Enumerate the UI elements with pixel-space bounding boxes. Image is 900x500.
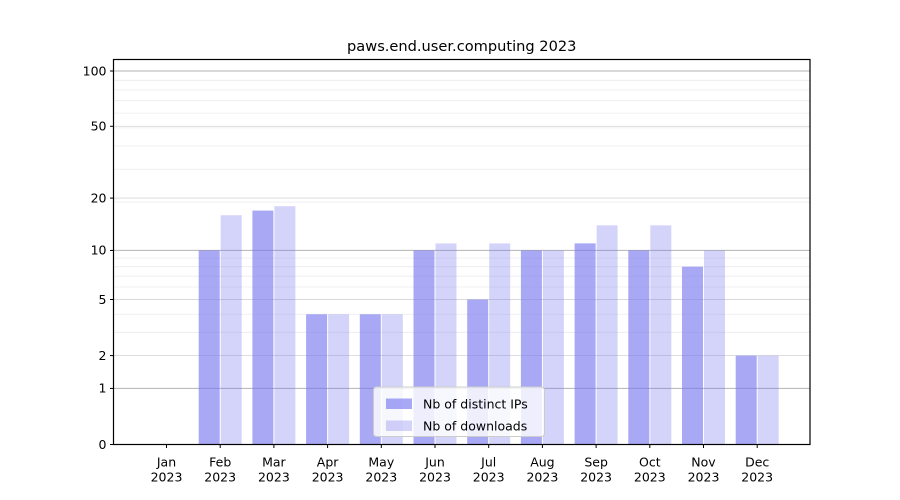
y-tick-label-10: 10 [91, 243, 107, 258]
y-tick-label-1: 1 [99, 381, 107, 396]
x-tick-year-aug: 2023 [526, 470, 558, 485]
plot-frame [112, 58, 811, 446]
x-tick-year-feb: 2023 [204, 470, 236, 485]
x-tick-year-jul: 2023 [473, 470, 505, 485]
x-tick-year-jan: 2023 [151, 470, 183, 485]
legend-swatch-downloads [386, 420, 412, 431]
y-tick-label-2: 2 [99, 348, 107, 363]
x-tick-year-dec: 2023 [741, 470, 773, 485]
y-tick-label-20: 20 [91, 190, 107, 205]
bar-mar-series1 [274, 206, 296, 445]
legend-label-distinct-ips: Nb of distinct IPs [423, 397, 528, 412]
bar-sep-series1 [596, 225, 618, 445]
bar-aug-series1 [542, 250, 564, 445]
legend: Nb of distinct IPs Nb of downloads [373, 386, 545, 437]
x-tick-label-jan: Jan [156, 455, 176, 470]
legend-swatch-distinct-ips [386, 398, 412, 409]
x-tick-year-jun: 2023 [419, 470, 451, 485]
x-tick-label-dec: Dec [745, 455, 769, 470]
legend-box [373, 386, 545, 437]
gridlines-layer [113, 70, 810, 389]
y-tick-label-100: 100 [83, 63, 107, 78]
y-tick-label-5: 5 [99, 292, 107, 307]
bar-apr-series1 [328, 314, 350, 445]
x-tick-label-jun: Jun [424, 455, 445, 470]
axes-layer: 0125102050100Jan2023Feb2023Mar2023Apr202… [83, 63, 773, 484]
bar-dec-series0 [735, 355, 757, 445]
x-tick-year-nov: 2023 [688, 470, 720, 485]
legend-label-downloads: Nb of downloads [423, 419, 527, 434]
x-tick-label-feb: Feb [209, 455, 231, 470]
bar-feb-series0 [198, 250, 220, 445]
y-tick-label-50: 50 [91, 119, 107, 134]
chart-title: paws.end.user.computing 2023 [347, 38, 576, 55]
bar-nov-series1 [704, 250, 725, 445]
x-tick-year-may: 2023 [365, 470, 397, 485]
bar-mar-series0 [252, 210, 274, 445]
x-tick-year-sep: 2023 [580, 470, 612, 485]
x-tick-label-oct: Oct [639, 455, 661, 470]
bar-feb-series1 [220, 215, 242, 445]
bar-apr-series0 [306, 314, 328, 445]
bar-sep-series0 [574, 243, 596, 445]
bar-oct-series1 [650, 225, 672, 445]
x-tick-year-oct: 2023 [634, 470, 666, 485]
bar-nov-series0 [682, 266, 703, 445]
x-tick-label-mar: Mar [262, 455, 286, 470]
x-tick-year-mar: 2023 [258, 470, 290, 485]
x-tick-label-nov: Nov [691, 455, 716, 470]
x-tick-label-aug: Aug [530, 455, 554, 470]
bar-dec-series1 [757, 355, 779, 445]
x-tick-label-sep: Sep [584, 455, 608, 470]
x-tick-label-may: May [368, 455, 394, 470]
bar-oct-series0 [628, 250, 650, 445]
y-tick-label-0: 0 [99, 437, 107, 452]
x-tick-label-apr: Apr [317, 455, 339, 470]
x-tick-year-apr: 2023 [312, 470, 344, 485]
x-tick-label-jul: Jul [480, 455, 496, 470]
